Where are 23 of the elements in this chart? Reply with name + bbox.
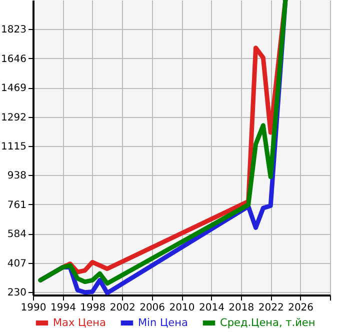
y-tick-label: 407 xyxy=(7,258,26,270)
y-tick-label: 584 xyxy=(7,229,26,240)
x-tick-label: 1990 xyxy=(20,302,46,314)
x-tick-label: 2022 xyxy=(258,302,284,314)
x-tick-label: 1994 xyxy=(50,302,76,314)
legend-label: Max Цена xyxy=(53,317,106,329)
y-tick-label: 1115 xyxy=(1,142,26,153)
x-tick-label: 2026 xyxy=(288,302,314,314)
x-tick-label: 2018 xyxy=(228,302,254,314)
y-tick-label: 1469 xyxy=(1,83,26,94)
y-tick-label: 1292 xyxy=(1,112,26,124)
y-tick-label: 1646 xyxy=(1,54,26,65)
x-tick-label: 2010 xyxy=(169,302,195,314)
y-tick-label: 1823 xyxy=(1,24,26,36)
x-tick-label: 2006 xyxy=(140,302,166,314)
y-tick-label: 938 xyxy=(7,170,26,182)
legend-label: Сред.Цена, т.йен xyxy=(220,317,316,329)
legend-label: Min Цена xyxy=(138,317,188,329)
x-tick-label: 2002 xyxy=(110,302,136,314)
y-tick-label: 230 xyxy=(7,288,26,299)
x-tick-label: 2014 xyxy=(198,302,224,314)
x-tick-label: 1998 xyxy=(80,302,106,314)
y-tick-label: 761 xyxy=(7,200,26,211)
